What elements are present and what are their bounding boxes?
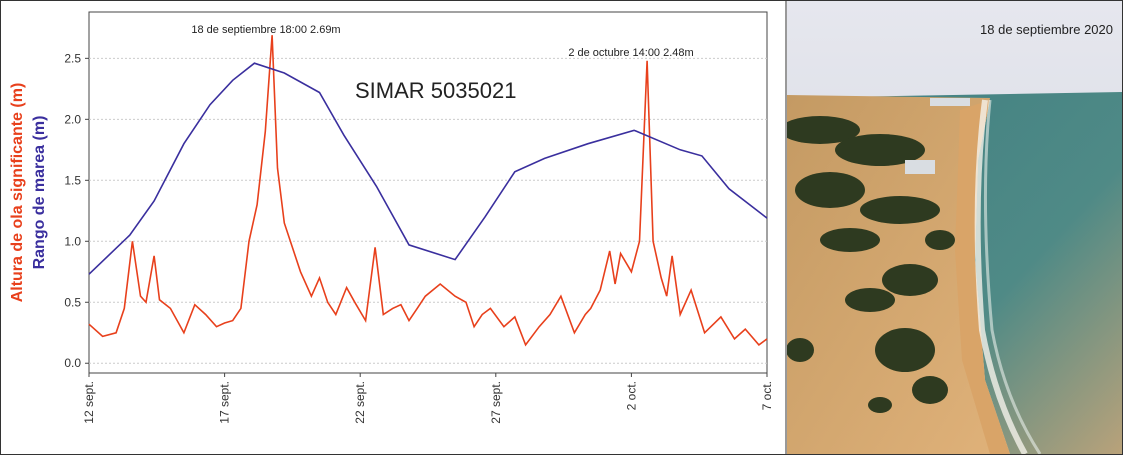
y-axis-label: Altura de ola significante (m)	[9, 83, 26, 303]
plot-area	[88, 11, 768, 374]
x-tick-label: 2 oct.	[624, 381, 638, 410]
x-tick-label: 12 sept.	[82, 381, 96, 424]
x-tick-label: 22 sept.	[353, 381, 367, 424]
y-tick-label: 1.5	[64, 173, 81, 187]
photo-caption: 18 de septiembre 2020	[980, 22, 1113, 37]
y-tick-label: 0.5	[64, 295, 81, 309]
y-tick-label: 1.0	[64, 234, 81, 248]
annotation: 18 de septiembre 18:00 2.69m	[191, 24, 340, 36]
annotation: 2 de octubre 14:00 2.48m	[568, 47, 693, 59]
y-axis-label: Rango de marea (m)	[31, 116, 48, 270]
series-line	[88, 35, 768, 347]
y-tick-label: 0.0	[64, 356, 81, 370]
x-tick-label: 27 sept.	[489, 381, 503, 424]
x-tick-label: 17 sept.	[218, 381, 232, 424]
chart-title: SIMAR 5035021	[355, 78, 516, 103]
y-tick-label: 2.5	[64, 51, 81, 65]
y-tick-label: 2.0	[64, 112, 81, 126]
plot: 0.0 0.5 1.0 1.5 2.0 2.5 12 sept. 17 sept. 22 sep…	[9, 11, 774, 424]
x-tick-label: 7 oct.	[760, 381, 774, 410]
series-line	[88, 62, 768, 275]
photo	[787, 1, 1122, 454]
